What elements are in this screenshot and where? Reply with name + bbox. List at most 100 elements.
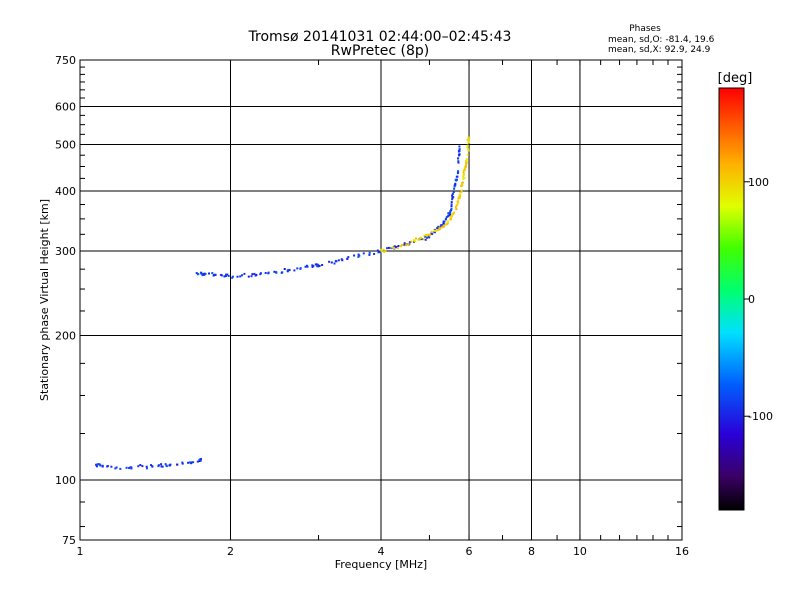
x-tick-label: 1 (77, 545, 84, 558)
echo-point (449, 212, 452, 215)
echo-point (275, 271, 278, 274)
echo-point (460, 184, 463, 187)
echo-point (250, 275, 253, 278)
x-tick-label: 4 (378, 545, 385, 558)
echo-point (267, 272, 270, 275)
echo-point (382, 248, 385, 251)
echo-point (456, 200, 459, 203)
echo-point (328, 260, 331, 263)
echo-point (451, 198, 454, 201)
x-tick-label: 10 (573, 545, 587, 558)
echo-point (459, 193, 462, 196)
echo-point (414, 240, 417, 243)
echo-point (407, 243, 410, 246)
echo-point (283, 268, 286, 270)
echo-point (449, 210, 452, 212)
echo-point (357, 253, 360, 256)
echo-point (462, 173, 465, 176)
chart-subtitle: RwPretec (8p) (331, 43, 429, 59)
echo-point (357, 255, 360, 258)
echo-point (128, 467, 131, 469)
echo-point (447, 212, 450, 215)
echo-point (168, 464, 171, 467)
echo-point (442, 220, 445, 223)
echo-point (464, 166, 467, 169)
echo-point (462, 169, 465, 172)
echo-point (296, 267, 299, 270)
echo-point (449, 218, 452, 221)
echo-point (458, 150, 461, 152)
colorbar-tick-label: 0 (748, 293, 755, 306)
echo-point (125, 466, 128, 469)
echo-point (422, 238, 425, 241)
chart-title: Tromsø 20141031 02:44:00–02:45:43 (248, 29, 512, 45)
echo-point (462, 175, 465, 178)
echo-point (446, 222, 449, 225)
echo-point (440, 224, 443, 227)
echo-point (451, 192, 454, 195)
echo-point (330, 261, 333, 264)
echo-point (362, 252, 365, 255)
echo-point (95, 465, 98, 468)
echo-point (428, 233, 431, 236)
echo-point (201, 273, 204, 275)
echo-point (165, 464, 168, 467)
echo-point (461, 181, 464, 184)
echo-point (299, 267, 302, 270)
echo-point (425, 236, 428, 239)
echo-point (316, 263, 319, 266)
echo-point (442, 225, 445, 228)
echo-point (430, 232, 433, 235)
echo-point (353, 254, 356, 257)
echo-point (337, 259, 340, 262)
echo-point (395, 246, 398, 249)
echo-point (253, 272, 256, 275)
y-axis-label: Stationary phase Virtual Height [km] (38, 199, 51, 401)
echo-point (454, 182, 457, 185)
echo-point (241, 274, 243, 277)
echo-point (467, 141, 470, 144)
echo-point (446, 215, 449, 218)
echo-point (456, 172, 459, 175)
data-points (95, 136, 471, 470)
echo-point (410, 240, 413, 243)
echo-point (204, 272, 207, 275)
echo-point (440, 226, 443, 229)
echo-point (455, 208, 458, 211)
echo-point (433, 231, 436, 234)
legend-line-o: mean, sd,O: -81.4, 19.6 (608, 35, 715, 45)
echo-point (287, 268, 290, 271)
echo-point (457, 170, 460, 173)
echo-point (451, 194, 454, 197)
echo-point (208, 272, 210, 275)
y-tick-label: 500 (55, 139, 76, 152)
x-axis-label: Frequency [MHz] (335, 558, 427, 571)
echo-point (450, 205, 453, 208)
echo-point (384, 249, 387, 252)
echo-point (458, 196, 461, 199)
echo-point (443, 224, 446, 227)
echo-point (466, 144, 469, 147)
echo-point (458, 148, 461, 151)
echo-point (426, 234, 429, 237)
echo-point (231, 276, 234, 279)
echo-point (446, 220, 449, 223)
colorbar-label: [deg] (718, 71, 753, 86)
y-tick-label: 75 (62, 534, 76, 547)
echo-point (427, 233, 430, 236)
echo-point (462, 171, 465, 174)
echo-point (459, 191, 462, 194)
echo-point (405, 243, 408, 246)
echo-point (220, 274, 223, 277)
echo-point (428, 236, 431, 239)
echo-point (224, 275, 227, 277)
echo-point (449, 216, 452, 219)
echo-point (457, 202, 460, 205)
echo-point (424, 238, 427, 241)
echo-point (393, 247, 395, 250)
echo-point (312, 265, 315, 267)
echo-point (380, 250, 383, 253)
echo-point (161, 465, 164, 468)
echo-point (433, 229, 436, 232)
echo-point (243, 272, 246, 275)
